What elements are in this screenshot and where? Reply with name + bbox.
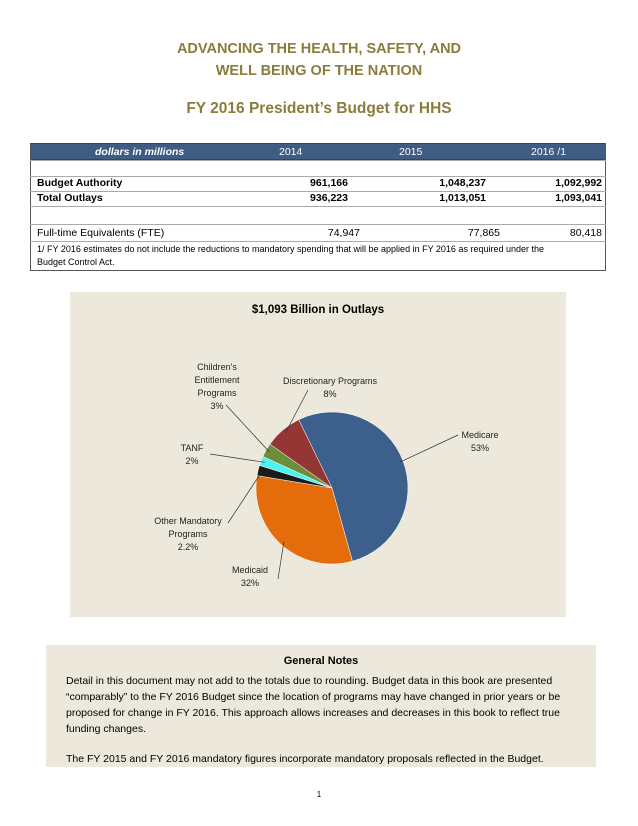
cell-value: 936,223 [310,192,348,204]
table-row: Full-time Equivalents (FTE) 74,947 77,86… [30,226,606,241]
divider [30,176,606,177]
label-childrens-entitlement: Children's Entitlement Programs 3% [184,361,250,413]
slice-label: Children's Entitlement Programs [194,362,240,398]
divider [30,241,606,242]
table-header: dollars in millions 2014 2015 2016 /1 [30,143,606,160]
leader-line [209,453,265,463]
general-notes-box: General Notes Detail in this document ma… [46,645,596,767]
document-title-line2: WELL BEING OF THE NATION [215,63,423,79]
cell-value: 74,947 [327,227,360,239]
leader-line [277,541,285,580]
slice-discretionary [269,419,333,489]
divider [30,191,606,192]
cell-value: 77,865 [467,227,500,239]
cell-value: 1,048,237 [439,177,486,189]
cell-value: 961,166 [310,177,348,189]
column-header-2014: 2014 [279,146,303,158]
table-row: Total Outlays 936,223 1,013,051 1,093,04… [30,191,606,206]
slice-label: Medicare [461,430,499,440]
column-header-2016: 2016 /1 [531,146,567,158]
slice-pct: 32% [240,578,259,588]
label-medicaid: Medicaid 32% [225,564,275,590]
chart-title: $1,093 Billion in Outlays [251,304,385,316]
label-discretionary: Discretionary Programs 8% [280,375,380,401]
cell-value: 1,093,041 [555,192,602,204]
pie-chart: $1,093 Billion in Outlays Medicare 53% M… [70,292,566,617]
slice-label: Medicaid [231,565,269,575]
slice-label: Discretionary Programs [282,376,378,386]
footnote-line1: 1/ FY 2016 estimates do not include the … [37,244,544,254]
slice-label: TANF [180,443,204,453]
label-other-mandatory: Other Mandatory Programs 2.2% [148,515,228,554]
table-row: Budget Authority 961,166 1,048,237 1,092… [30,176,606,191]
notes-paragraph-2: The FY 2015 and FY 2016 mandatory figure… [66,753,544,765]
slice-pct: 2% [185,456,199,466]
leader-line [399,434,459,463]
slice-pct: 3% [210,401,224,411]
divider [30,160,606,161]
label-tanf: TANF 2% [174,442,210,468]
leader-line [285,389,309,434]
slice-label: Other Mandatory Programs [154,516,222,539]
leader-line [227,471,263,524]
label-medicare: Medicare 53% [455,429,505,455]
unit-label: dollars in millions [95,146,185,158]
document-title-line1: ADVANCING THE HEALTH, SAFETY, AND [176,41,462,57]
pie-svg [209,389,459,580]
document-subtitle: FY 2016 President’s Budget for HHS [186,100,452,117]
cell-value: 1,013,051 [439,192,486,204]
table-frame [30,143,606,271]
notes-paragraph-1: Detail in this document may not add to t… [66,675,561,735]
cell-value: 1,092,992 [555,177,602,189]
column-header-2015: 2015 [399,146,423,158]
divider [30,224,606,225]
divider [30,206,606,207]
footnote-line2: Budget Control Act. [37,257,115,267]
row-label: Total Outlays [37,192,103,204]
slice-pct: 8% [323,389,337,399]
cell-value: 80,418 [569,227,602,239]
table-footnote: 1/ FY 2016 estimates do not include the … [30,243,606,271]
slice-medicaid [255,475,353,565]
row-label: Full-time Equivalents (FTE) [37,227,165,239]
slice-pct: 2.2% [177,542,199,552]
row-label: Budget Authority [37,177,123,189]
slice-pct: 53% [470,443,489,453]
page-number: 1 [316,790,322,799]
notes-heading: General Notes [283,655,359,667]
leader-line [225,404,270,453]
